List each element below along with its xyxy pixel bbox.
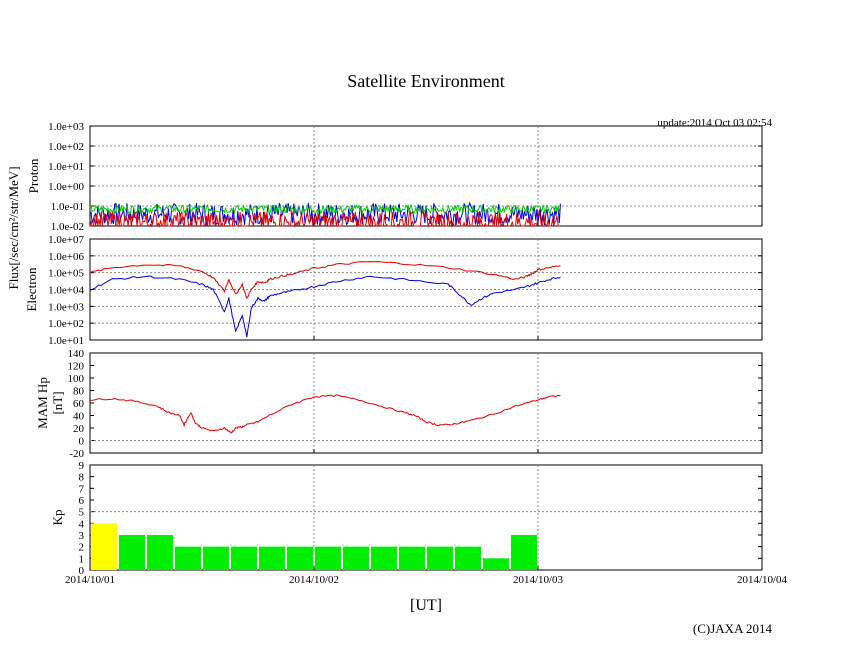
y-tick-label: 1.0e-01: [51, 201, 84, 213]
y-tick-label: 100: [68, 373, 85, 385]
y-tick-label: 1.0e-02: [51, 221, 84, 233]
copyright-text: (C)JAXA 2014: [693, 621, 773, 636]
y-tick-label: 1.0e+00: [48, 181, 84, 193]
y-tick-label: 6: [79, 495, 85, 507]
x-tick-label: 2014/10/01: [65, 574, 115, 586]
kp-bar: [315, 546, 341, 570]
y-tick-label: 60: [73, 398, 85, 410]
kp-bar: [231, 546, 257, 570]
y-tick-label: 5: [79, 507, 85, 519]
x-tick-label: 2014/10/03: [513, 574, 564, 586]
kp-bar: [287, 546, 313, 570]
chart-title: Satellite Environment: [347, 71, 504, 91]
x-tick-label: 2014/10/02: [289, 574, 339, 586]
update-timestamp: update:2014 Oct 03 02:54: [657, 117, 772, 129]
series-line-mam-hp-Hp: [89, 394, 561, 434]
y-tick-label: 0: [79, 436, 85, 448]
panel-ylabel-unit: [nT]: [50, 391, 65, 414]
y-tick-label: 1: [79, 553, 85, 565]
panel-ylabel: Proton: [26, 158, 41, 193]
y-tick-label: 1.0e+02: [48, 141, 84, 153]
y-tick-label: 1.0e+03: [48, 301, 84, 313]
y-tick-label: 7: [79, 483, 85, 495]
y-tick-label: 1.0e+04: [48, 285, 84, 297]
y-tick-label: -20: [69, 448, 84, 460]
panel-ylabel: Kp: [50, 510, 65, 526]
y-tick-label: 1.0e+06: [48, 251, 84, 263]
y-tick-label: 8: [79, 472, 85, 484]
kp-bar: [455, 546, 481, 570]
series-line-proton-green: [89, 203, 561, 215]
panel-frame-0: [89, 125, 763, 227]
y-tick-label: 120: [68, 361, 85, 373]
kp-bar: [119, 535, 145, 570]
y-tick-label: 1.0e+01: [48, 161, 84, 173]
flux-axis-label: Flux[/sec/cm²/str/MeV]: [6, 166, 21, 289]
y-tick-label: 1.0e+05: [48, 268, 84, 280]
x-tick-label: 2014/10/04: [737, 574, 788, 586]
y-tick-label: 80: [73, 386, 85, 398]
kp-bar: [147, 535, 173, 570]
y-tick-label: 140: [68, 348, 85, 360]
y-tick-label: 9: [79, 460, 85, 472]
kp-bar: [203, 546, 229, 570]
y-tick-label: 0: [79, 565, 85, 577]
x-axis-label: [UT]: [410, 597, 442, 614]
y-tick-label: 2: [79, 542, 85, 554]
kp-bar: [511, 535, 537, 570]
y-tick-label: 1.0e+03: [48, 121, 84, 133]
panel-ylabel: Electron: [24, 267, 39, 312]
y-tick-label: 3: [79, 530, 85, 542]
panel-frame-3: [89, 464, 763, 571]
series-line-electron-blue: [89, 275, 561, 338]
kp-bar: [343, 546, 369, 570]
kp-bar: [259, 546, 285, 570]
kp-bar: [91, 523, 117, 570]
y-tick-label: 4: [79, 518, 85, 530]
y-tick-label: 1.0e+01: [48, 335, 84, 347]
kp-bar: [399, 546, 425, 570]
y-tick-label: 40: [73, 411, 85, 423]
series-line-proton-blue: [89, 201, 561, 227]
kp-bar: [371, 546, 397, 570]
kp-bar: [427, 546, 453, 570]
series-line-proton-red: [89, 209, 561, 228]
kp-bar: [175, 546, 201, 570]
y-tick-label: 1.0e+07: [48, 234, 84, 246]
series-line-electron-red: [89, 261, 561, 300]
kp-bar: [483, 558, 509, 570]
y-tick-label: 20: [73, 423, 85, 435]
panel-frame-2: [89, 352, 763, 454]
panel-ylabel: MAM Hp: [35, 377, 50, 429]
y-tick-label: 1.0e+02: [48, 318, 84, 330]
